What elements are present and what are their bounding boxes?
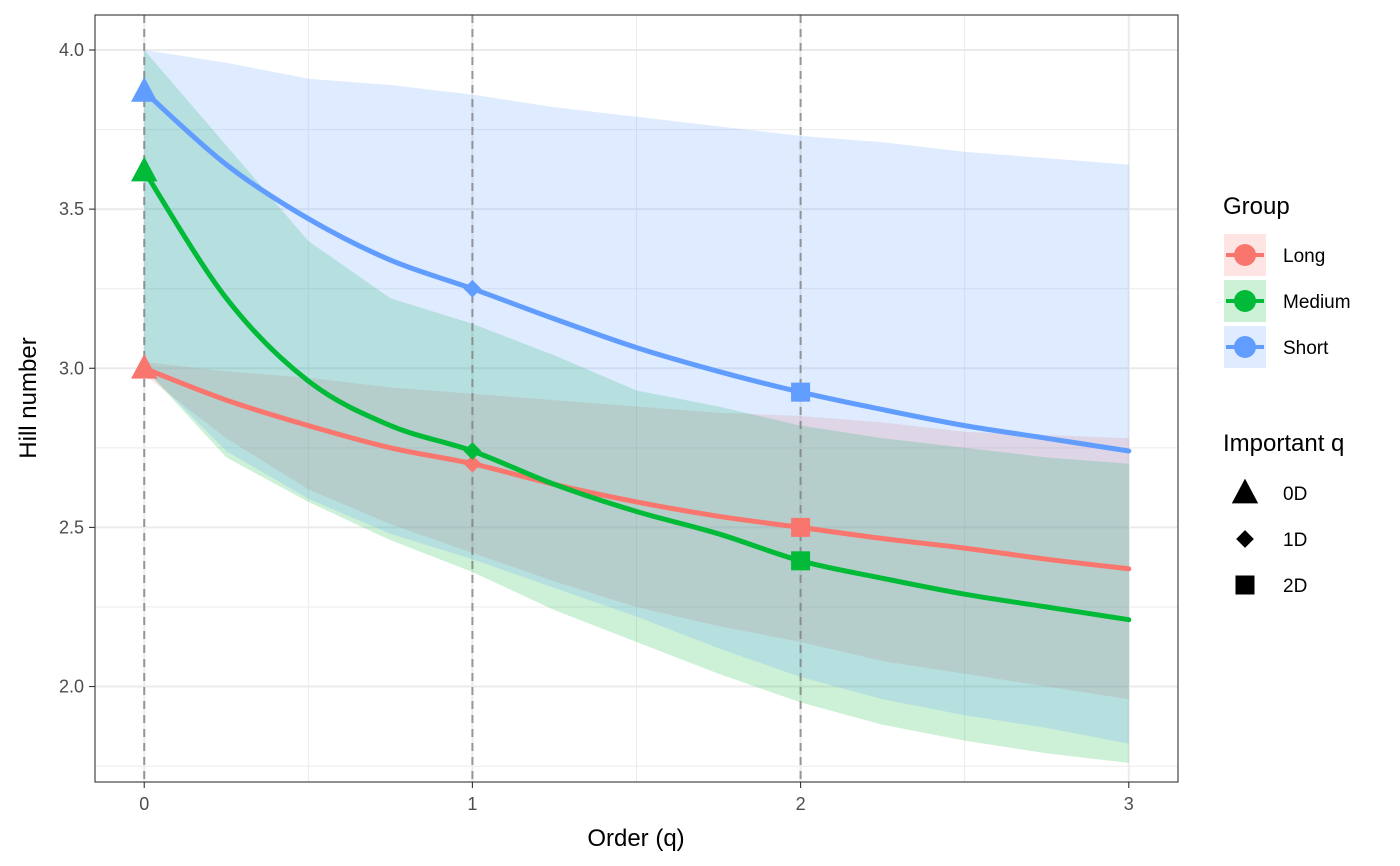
- legend-label-1d: 1D: [1283, 530, 1307, 551]
- series-lines: [141, 88, 1132, 623]
- point-medium-2d-marker: [791, 551, 811, 571]
- y-tick-label: 3.0: [59, 358, 84, 378]
- point-long-0d-marker: [131, 353, 158, 379]
- legend-label-0d: 0D: [1283, 484, 1307, 505]
- legend-label-short: Short: [1283, 338, 1329, 359]
- legend-group-title: Group: [1223, 193, 1290, 220]
- y-tick-label: 3.5: [59, 199, 84, 219]
- point-long-1d-marker: [463, 454, 482, 473]
- legend-label-2d: 2D: [1283, 576, 1307, 597]
- x-tick-label: 2: [796, 794, 806, 814]
- point-long-2d-marker: [791, 517, 811, 537]
- legend-label-long: Long: [1283, 246, 1325, 267]
- x-tick-label: 1: [467, 794, 477, 814]
- legend-key-dot-short: [1234, 336, 1256, 358]
- point-medium-0d-marker: [131, 156, 158, 182]
- series-points: [131, 77, 811, 571]
- point-short-2d-marker: [791, 382, 811, 402]
- legend-shape-title: Important q: [1223, 430, 1344, 457]
- legend-square-icon: [1235, 575, 1255, 595]
- y-tick-label: 4.0: [59, 40, 84, 60]
- series-line-short: [141, 88, 1132, 454]
- legend: Group Important q Long Medium Short 0D 1D 2D: [1223, 193, 1351, 597]
- point-medium-1d-marker: [463, 442, 482, 460]
- y-axis-title: Hill number: [15, 337, 42, 458]
- legend-triangle-icon: [1231, 478, 1259, 504]
- legend-key-dot-long: [1234, 244, 1256, 266]
- confidence-band-medium: [144, 50, 1129, 763]
- y-tick-label: 2.0: [59, 677, 84, 697]
- point-short-0d-marker: [131, 77, 158, 102]
- plot-border: [94, 14, 1179, 783]
- legend-diamond-icon: [1236, 530, 1254, 548]
- point-short-1d-marker: [463, 279, 482, 298]
- series-line-medium: [141, 168, 1132, 623]
- x-tick-label: 3: [1124, 794, 1134, 814]
- series-line-long: [141, 365, 1132, 572]
- legend-key-dot-medium: [1234, 290, 1256, 312]
- legend-label-medium: Medium: [1283, 292, 1351, 313]
- x-axis-title: Order (q): [587, 825, 684, 852]
- x-tick-label: 0: [139, 794, 149, 814]
- axes: 0 1 2 3 2.0 2.5 3.0 3.5 4.0: [59, 40, 1134, 814]
- y-tick-label: 2.5: [59, 517, 84, 537]
- confidence-band-short: [144, 50, 1129, 744]
